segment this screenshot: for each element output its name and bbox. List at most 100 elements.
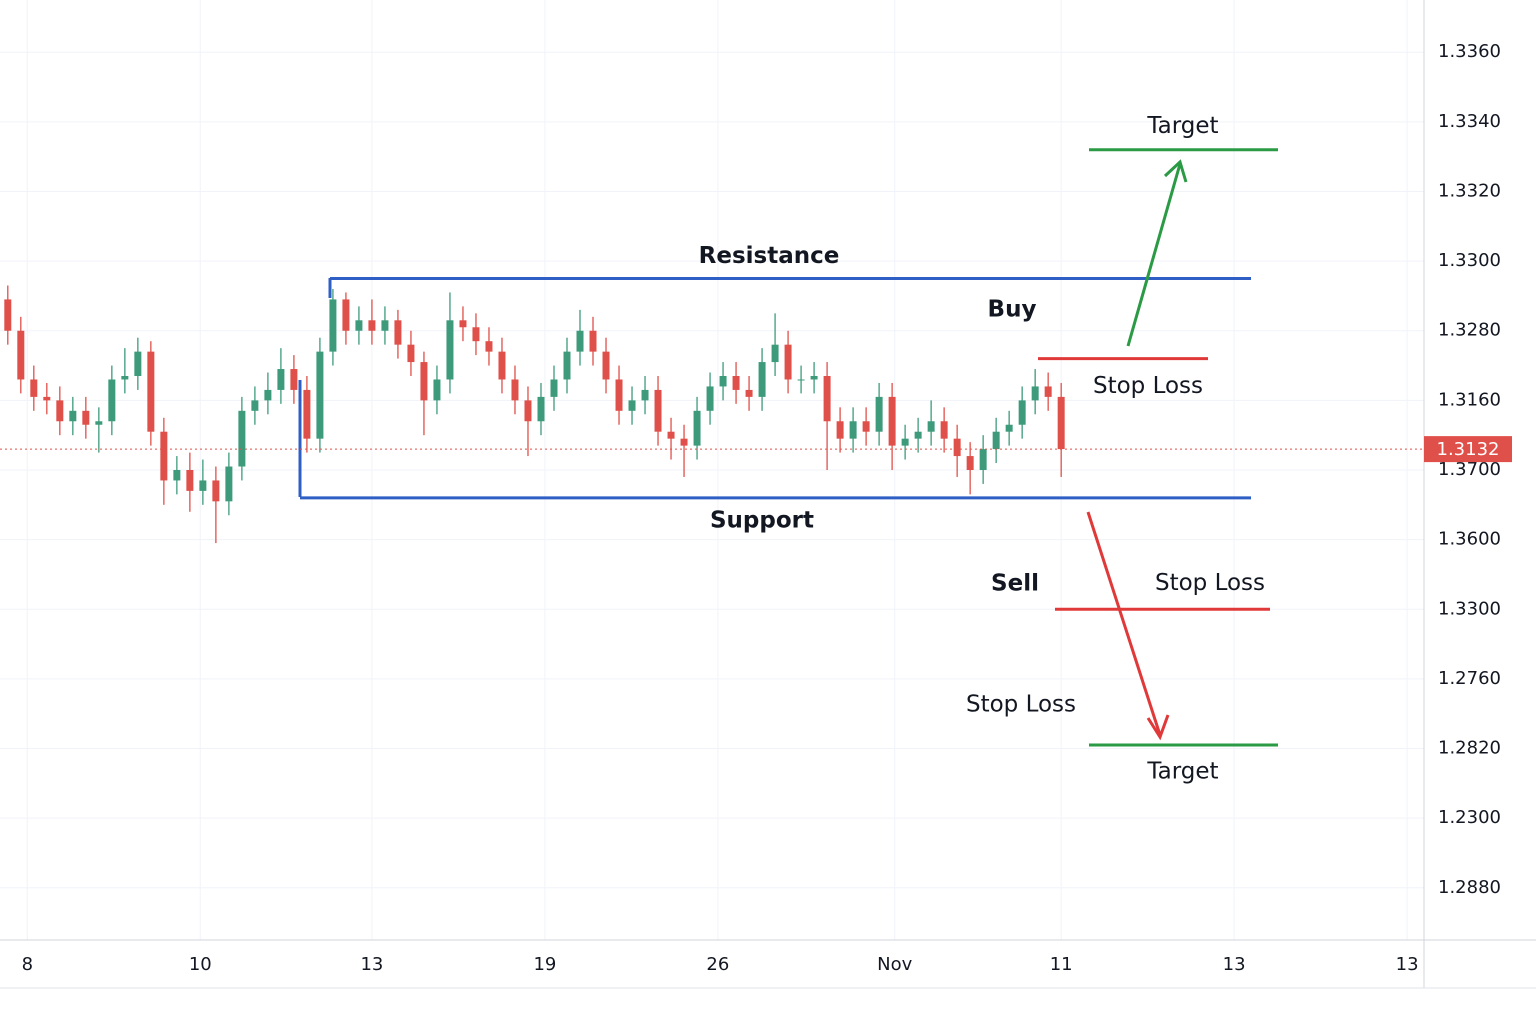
- candle-body: [797, 379, 805, 381]
- candle-body: [875, 396, 883, 432]
- candle-body: [576, 330, 584, 352]
- level-label: Stop Loss: [1093, 373, 1203, 399]
- candles: [4, 285, 1065, 544]
- candle-body: [836, 421, 844, 439]
- candle-body: [550, 379, 558, 397]
- candle-body: [758, 362, 766, 397]
- candle-body: [251, 400, 259, 411]
- candle-body: [953, 438, 961, 457]
- candle-body: [4, 299, 12, 331]
- candle-body: [1018, 400, 1026, 425]
- candle-body: [43, 396, 51, 401]
- candle-body: [732, 376, 740, 390]
- candle-body: [849, 421, 857, 439]
- stop-loss-label: Stop Loss: [966, 692, 1076, 718]
- candle-body: [264, 389, 272, 401]
- candle-body: [680, 438, 688, 446]
- candle-body: [433, 379, 441, 401]
- y-tick-label: 1.2880: [1438, 877, 1501, 898]
- candle-body: [82, 410, 90, 425]
- candle-body: [706, 386, 714, 411]
- x-tick-label: 11: [1050, 954, 1073, 975]
- y-tick-label: 1.3700: [1438, 459, 1501, 480]
- candle-body: [407, 344, 415, 363]
- candle-body: [979, 449, 987, 470]
- y-tick-label: 1.3280: [1438, 320, 1501, 341]
- candle-body: [472, 327, 480, 342]
- grid: [0, 0, 1424, 940]
- y-tick-label: 1.2300: [1438, 807, 1501, 828]
- candle-body: [355, 320, 363, 331]
- candle-body: [901, 438, 909, 446]
- candle-body: [537, 396, 545, 422]
- candle-body: [95, 421, 103, 425]
- candle-body: [693, 410, 701, 446]
- candle-body: [654, 389, 662, 432]
- candle-body: [329, 299, 337, 352]
- candle-body: [121, 376, 129, 380]
- x-tick-label: 13: [1396, 954, 1419, 975]
- candle-body: [485, 341, 493, 352]
- candle-body: [888, 396, 896, 446]
- y-tick-label: 1.3320: [1438, 180, 1501, 201]
- candle-body: [589, 330, 597, 352]
- y-tick-label: 1.2760: [1438, 668, 1501, 689]
- axes: 1.3360 1.3340 1.3320 1.3300 1.3280 1.3160 1.37…: [0, 41, 1512, 975]
- y-tick-label: 1.3340: [1438, 111, 1501, 132]
- candle-body: [381, 320, 389, 331]
- candle-body: [862, 421, 870, 432]
- candle-body: [914, 431, 922, 439]
- candle-body: [394, 320, 402, 345]
- levels: Resistance Support Target Stop Loss Stop Los…: [300, 113, 1278, 785]
- y-tick-label: 1.3300: [1438, 250, 1501, 271]
- candle-body: [108, 379, 116, 422]
- y-tick-label: 1.3160: [1438, 389, 1501, 410]
- candle-body: [641, 389, 649, 401]
- level-label: Support: [710, 507, 814, 533]
- candle-body: [420, 362, 428, 401]
- candle-body: [823, 376, 831, 422]
- candle-body: [368, 320, 376, 331]
- sell-label: Sell: [991, 571, 1039, 597]
- x-tick-label: 13: [360, 954, 383, 975]
- candle-body: [1031, 386, 1039, 401]
- level-label: Stop Loss: [1155, 570, 1265, 596]
- x-tick-label: 8: [22, 954, 33, 975]
- candle-body: [563, 351, 571, 380]
- candle-body: [498, 351, 506, 380]
- level-label: Target: [1146, 759, 1218, 785]
- level-label: Target: [1146, 113, 1218, 139]
- x-tick-label: Nov: [877, 954, 912, 975]
- x-tick-label: 10: [189, 954, 212, 975]
- x-tick-label: 13: [1223, 954, 1246, 975]
- candle-body: [238, 410, 246, 467]
- candle-body: [602, 351, 610, 380]
- candle-body: [784, 344, 792, 380]
- candle-body: [17, 330, 25, 380]
- candle-body: [134, 351, 142, 376]
- candle-body: [745, 389, 753, 397]
- candle-body: [1044, 386, 1052, 397]
- candle-body: [69, 410, 77, 422]
- candle-body: [1005, 424, 1013, 432]
- candle-body: [927, 421, 935, 432]
- buy-arrow: [1126, 159, 1188, 347]
- candle-body: [628, 400, 636, 411]
- candle-body: [459, 320, 467, 328]
- x-tick-label: 19: [533, 954, 556, 975]
- y-tick-label: 1.2820: [1438, 738, 1501, 759]
- candle-body: [225, 466, 233, 502]
- candle-body: [446, 320, 454, 380]
- candle-body: [940, 421, 948, 439]
- candle-body: [277, 369, 285, 390]
- candle-body: [173, 470, 181, 481]
- candle-body: [992, 431, 1000, 450]
- candle-body: [615, 379, 623, 411]
- candle-body: [30, 379, 38, 397]
- y-tick-label: 1.3360: [1438, 41, 1501, 62]
- candle-body: [524, 400, 532, 422]
- candle-body: [810, 376, 818, 380]
- sell-arrow: [1086, 511, 1170, 741]
- y-tick-label: 1.3600: [1438, 529, 1501, 550]
